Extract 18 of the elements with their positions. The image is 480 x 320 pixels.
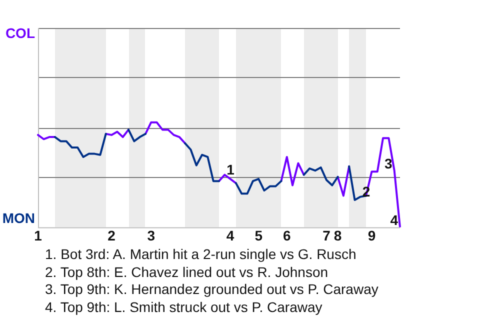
- x-tick-label: 6: [282, 227, 291, 244]
- x-tick-label: 9: [368, 227, 376, 244]
- annotation: 1: [226, 162, 235, 178]
- x-tick-label: 2: [108, 227, 116, 244]
- text: MON: [2, 210, 35, 226]
- x-tick-label: 5: [254, 227, 263, 244]
- annotation: 4: [390, 212, 398, 228]
- x-tick-label: 1: [34, 227, 42, 244]
- x-tick-label: 8: [334, 227, 342, 244]
- text: 4. Top 9th: L. Smith struck out vs P. Caraway: [45, 299, 324, 317]
- text: 3. Top 9th: K. Hernandez grounded out vs P. Caraway: [45, 281, 380, 300]
- text: 1. Bot 3rd: A. Martin hit a 2-run single vs G. Rusch: [45, 246, 358, 264]
- x-tick-label: 7: [322, 227, 331, 244]
- x-tick-label: 4: [226, 227, 234, 244]
- annotation: 3: [384, 155, 393, 172]
- text: COL: [5, 24, 36, 41]
- x-tick-label: 3: [147, 227, 156, 244]
- text: 2. Top 8th: E. Chavez lined out vs R. Johnson: [45, 264, 330, 282]
